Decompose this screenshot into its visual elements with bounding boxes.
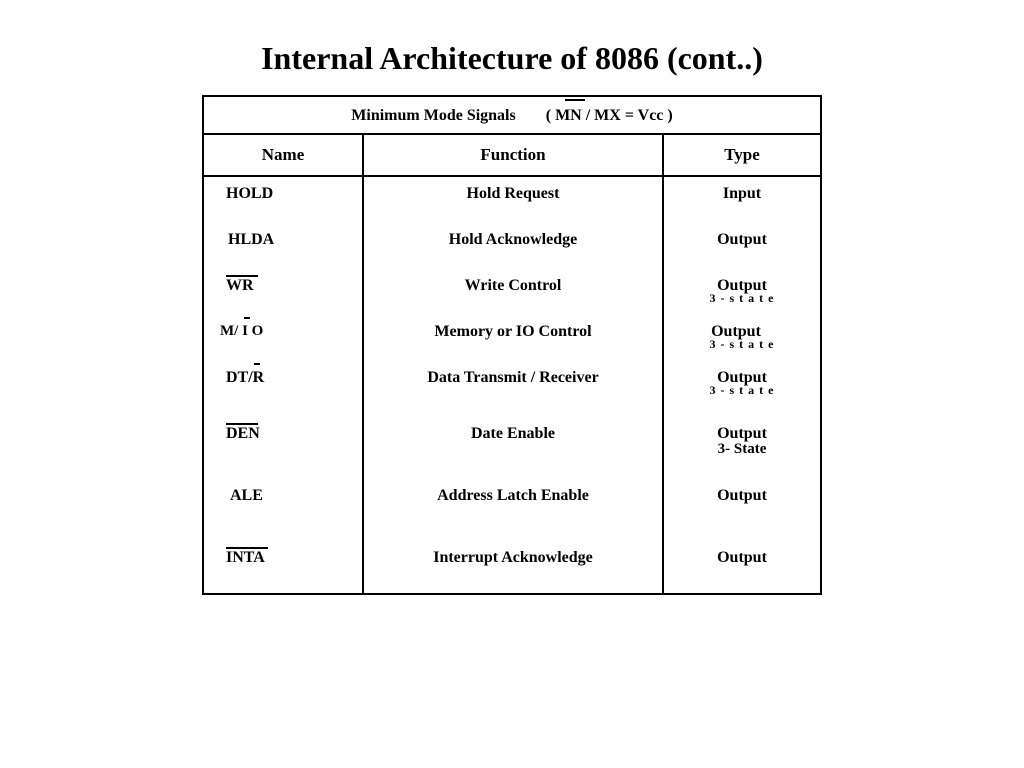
name-cell: DEN <box>226 425 354 471</box>
col-header-function: Function <box>364 135 664 175</box>
signal-type: Output <box>717 231 767 248</box>
signal-type-sub: 3 - s t a t e <box>668 383 816 398</box>
name-cell: HLDA <box>226 231 354 277</box>
signal-type-sub: 3 - s t a t e <box>668 337 816 352</box>
signal-name: WR <box>226 277 254 295</box>
type-cell: Output <box>668 231 816 277</box>
column-headers: Name Function Type <box>204 135 820 177</box>
signal-type: Output <box>717 425 767 442</box>
type-cell: Output <box>668 471 816 533</box>
signal-type: Output <box>717 549 767 566</box>
table-body: HOLD HLDA WR M/ I O DT/R DEN ALE <box>204 177 820 593</box>
signal-name: HOLD <box>226 185 273 203</box>
signal-type: Output <box>717 487 767 504</box>
name-cell: ALE <box>226 471 354 533</box>
signal-type: Input <box>723 185 761 202</box>
column-name: HOLD HLDA WR M/ I O DT/R DEN ALE <box>204 177 364 593</box>
function-cell: Hold Acknowledge <box>368 231 658 277</box>
io-overline <box>244 317 250 319</box>
function-cell: Write Control <box>368 277 658 323</box>
type-cell: Input <box>668 185 816 231</box>
signal-name: DT/R <box>226 369 264 387</box>
signals-table: Minimum Mode Signals ( MN / MX = Vcc ) N… <box>202 95 822 595</box>
signal-type-sub: 3 - s t a t e <box>668 291 816 306</box>
signal-name: DEN <box>226 425 260 443</box>
header-condition: ( MN / MX = Vcc ) <box>546 107 673 125</box>
type-cell: Output <box>668 533 816 589</box>
function-cell: Address Latch Enable <box>368 471 658 533</box>
table-header: Minimum Mode Signals ( MN / MX = Vcc ) <box>204 97 820 135</box>
function-cell: Data Transmit / Receiver <box>368 369 658 425</box>
type-cell: Output 3 - s t a t e <box>668 369 816 425</box>
column-function: Hold Request Hold Acknowledge Write Cont… <box>364 177 664 593</box>
column-type: Input Output Output 3 - s t a t e Output… <box>664 177 820 593</box>
signal-name: INTA <box>226 549 265 567</box>
name-cell: M/ I O <box>220 323 354 369</box>
col-header-name: Name <box>204 135 364 175</box>
r-overline <box>254 363 260 365</box>
signal-name: ALE <box>230 487 263 505</box>
type-cell: Output 3 - s t a t e <box>668 323 816 369</box>
function-cell: Interrupt Acknowledge <box>368 533 658 589</box>
mx-overline <box>565 99 585 101</box>
name-cell: DT/R <box>226 369 354 425</box>
type-cell: Output 3 - s t a t e <box>668 277 816 323</box>
signal-type-sub: 3- State <box>668 441 816 458</box>
function-cell: Memory or IO Control <box>368 323 658 369</box>
signal-name: HLDA <box>228 231 274 249</box>
function-cell: Date Enable <box>368 425 658 471</box>
signal-name: M/ I O <box>220 323 263 340</box>
page-title: Internal Architecture of 8086 (cont..) <box>60 40 964 77</box>
name-cell: HOLD <box>226 185 354 231</box>
type-cell: Output 3- State <box>668 425 816 471</box>
header-label: Minimum Mode Signals <box>351 107 515 125</box>
name-cell: INTA <box>226 533 354 589</box>
function-cell: Hold Request <box>368 185 658 231</box>
col-header-type: Type <box>664 135 820 175</box>
